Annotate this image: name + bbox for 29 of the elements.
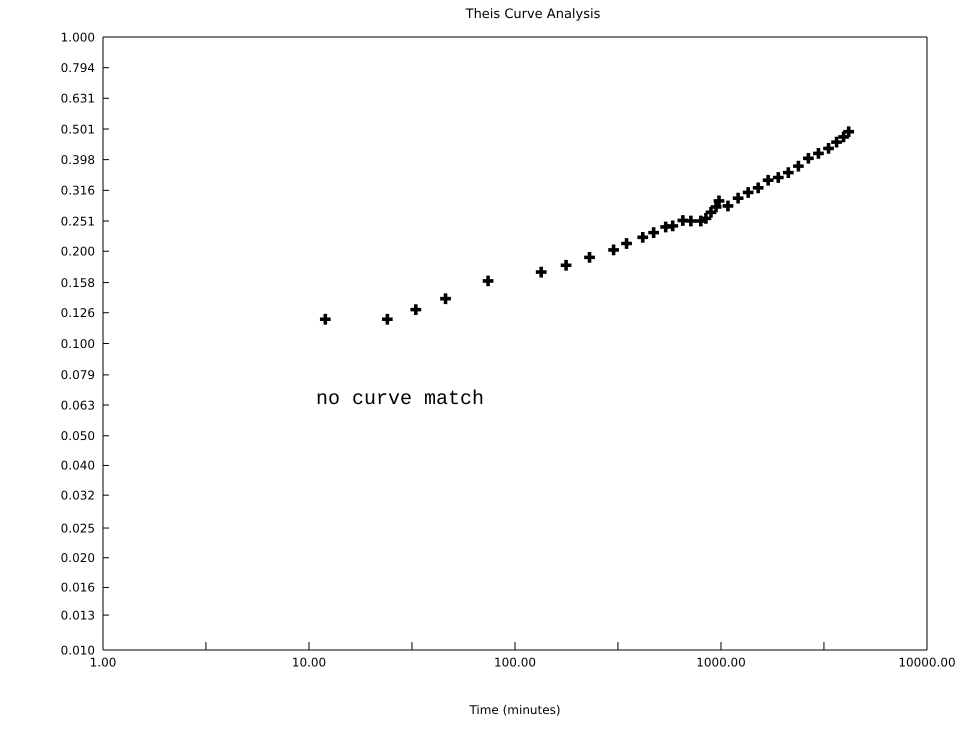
y-tick-label: 0.398 bbox=[60, 152, 95, 167]
x-tick-label: 1.00 bbox=[90, 656, 116, 670]
y-tick-label: 0.016 bbox=[60, 580, 95, 595]
x-tick-label: 10000.00 bbox=[898, 656, 956, 670]
y-tick-label: 0.501 bbox=[60, 122, 95, 136]
y-tick-label: 0.126 bbox=[60, 306, 95, 320]
y-tick-label: 0.010 bbox=[60, 643, 95, 658]
y-tick-label: 0.013 bbox=[60, 608, 95, 622]
y-tick-label: 0.020 bbox=[60, 550, 95, 565]
annotation: no curve match bbox=[316, 388, 484, 411]
y-tick-label: 0.050 bbox=[60, 429, 95, 444]
y-tick-label: 0.040 bbox=[60, 458, 95, 473]
y-tick-label: 0.025 bbox=[60, 521, 95, 536]
y-tick-label: 0.158 bbox=[60, 276, 95, 290]
y-tick-label: 0.316 bbox=[60, 184, 95, 198]
y-tick-label: 0.200 bbox=[60, 244, 95, 258]
x-tick-label: 1000.00 bbox=[696, 656, 746, 670]
x-axis-title: Time (minutes) bbox=[468, 703, 561, 717]
y-tick-label: 0.631 bbox=[60, 92, 95, 106]
y-tick-label: 0.100 bbox=[60, 336, 95, 351]
x-tick-label: 10.00 bbox=[292, 656, 326, 670]
y-tick-label: 0.079 bbox=[60, 368, 95, 382]
x-tick-label: 100.00 bbox=[494, 656, 536, 670]
y-tick-label: 0.032 bbox=[60, 488, 95, 502]
y-tick-label: 0.063 bbox=[60, 398, 95, 412]
y-tick-label: 0.251 bbox=[60, 214, 95, 228]
y-tick-label: 1.000 bbox=[60, 30, 95, 44]
chart-title: Theis Curve Analysis bbox=[464, 7, 602, 22]
y-tick-label: 0.794 bbox=[60, 60, 95, 75]
